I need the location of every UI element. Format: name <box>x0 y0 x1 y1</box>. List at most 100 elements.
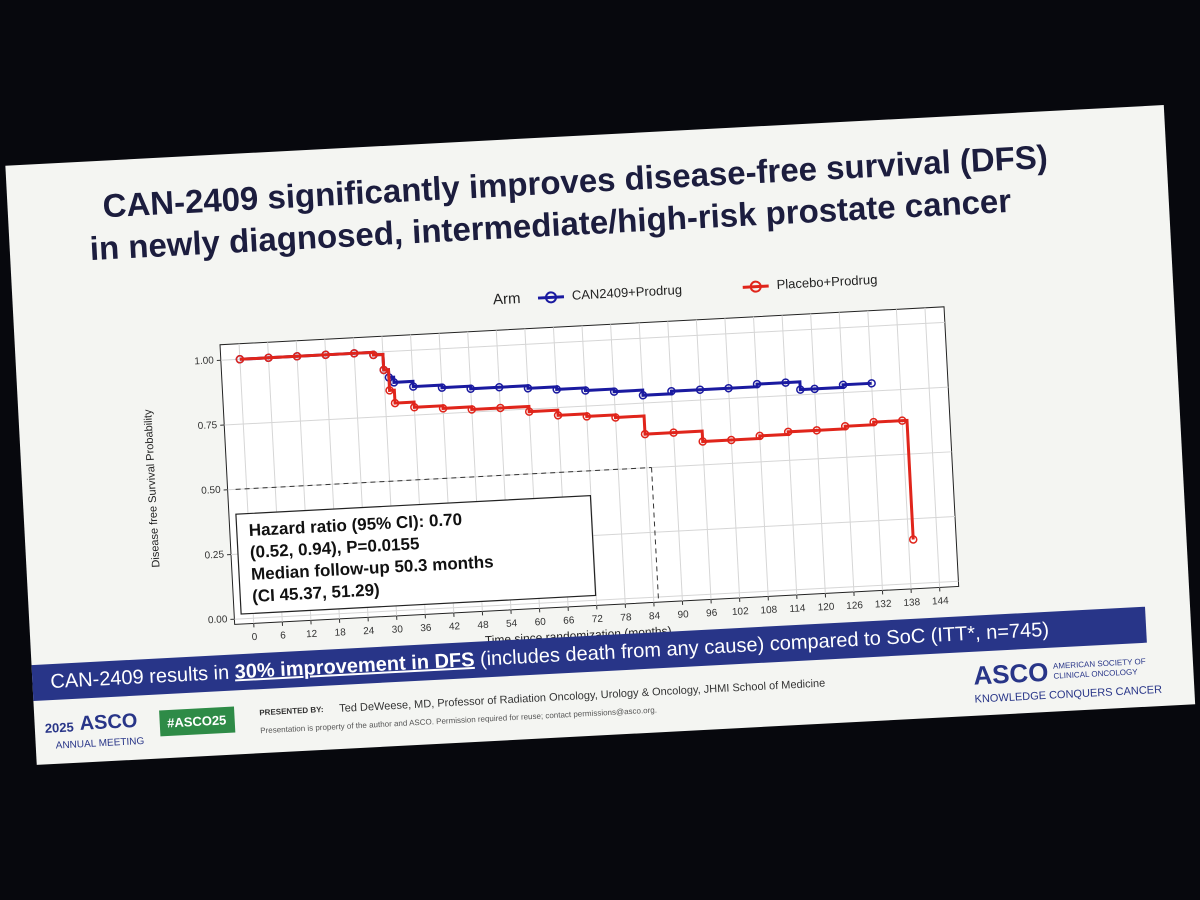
censor-marker <box>292 352 302 361</box>
censor-marker <box>466 384 475 393</box>
y-tick-label: 1.00 <box>194 355 214 367</box>
censor-marker <box>467 405 477 414</box>
censor-marker <box>869 417 878 427</box>
grid-line <box>867 310 883 591</box>
censor-marker <box>724 383 733 393</box>
x-tick-label: 102 <box>732 606 750 618</box>
x-tick-label: 6 <box>280 630 287 641</box>
censor-marker <box>667 386 676 396</box>
censor-marker <box>437 383 447 392</box>
grid-line <box>895 309 912 589</box>
grid-line <box>224 386 949 426</box>
hashtag-badge <box>159 706 236 737</box>
grid-line <box>667 321 683 601</box>
hashtag: #ASCO25 <box>167 712 227 730</box>
x-tick-label: 24 <box>363 626 375 638</box>
grid-line <box>810 313 826 594</box>
censor-marker <box>553 411 563 420</box>
legend-marker <box>544 291 557 304</box>
grid-line <box>724 318 741 598</box>
censor-marker <box>524 407 534 416</box>
censor-marker <box>438 404 448 413</box>
censor-marker <box>695 385 705 394</box>
censor-marker <box>385 386 394 395</box>
censor-marker <box>810 384 819 394</box>
x-tick-label: 84 <box>649 611 661 623</box>
censor-marker <box>669 428 678 437</box>
x-tick-label: 108 <box>760 605 778 617</box>
banner <box>31 606 1147 702</box>
x-tick-label: 42 <box>449 621 461 633</box>
censor-marker <box>796 385 805 394</box>
censor-marker <box>379 365 388 375</box>
y-tick-label: 0.75 <box>198 420 218 432</box>
censor-marker <box>581 386 590 395</box>
grid-line <box>638 322 655 603</box>
x-tick-label: 96 <box>706 608 718 620</box>
x-tick-label: 90 <box>677 609 689 621</box>
median-reference-vertical <box>651 467 660 603</box>
censor-marker <box>523 384 533 393</box>
y-tick-label: 0.50 <box>201 485 221 497</box>
x-tick-label: 12 <box>306 629 318 641</box>
x-tick-label: 120 <box>817 602 835 614</box>
censor-marker <box>496 403 505 413</box>
censor-marker <box>755 431 764 441</box>
x-tick-label: 54 <box>506 618 518 630</box>
censor-marker <box>812 426 822 435</box>
legend-label: CAN2409+Prodrug <box>572 282 683 303</box>
censor-marker <box>410 403 419 412</box>
meeting-org: ASCO <box>79 710 138 735</box>
legend-line <box>537 295 565 300</box>
x-tick-label: 66 <box>563 615 575 627</box>
censor-marker <box>409 382 418 391</box>
censor-marker <box>783 427 793 437</box>
grid-line <box>610 324 626 604</box>
grid-line <box>695 319 712 600</box>
presented-by: PRESENTED BY: <box>259 705 324 717</box>
annotation-box <box>235 494 597 615</box>
legend-title: Arm <box>493 290 521 308</box>
median-reference-horizontal <box>235 467 652 490</box>
censor-marker <box>752 379 762 389</box>
meeting-name: ANNUAL MEETING <box>56 736 145 752</box>
censor-marker <box>867 379 876 388</box>
censor-marker <box>390 398 400 408</box>
grid-line <box>781 315 798 595</box>
censor-marker <box>349 349 359 358</box>
legend-marker <box>749 280 762 293</box>
censor-marker <box>369 350 378 360</box>
censor-marker <box>840 421 850 431</box>
censor-marker <box>838 380 848 390</box>
censor-marker <box>235 355 245 364</box>
survival-curve <box>239 350 915 540</box>
grid-line <box>924 307 941 588</box>
society-name: CLINICAL ONCOLOGY <box>1053 667 1138 680</box>
censor-marker <box>640 429 650 439</box>
x-tick-label: 126 <box>846 600 864 612</box>
censor-marker <box>638 391 648 400</box>
censor-marker <box>781 378 790 387</box>
x-tick-label: 30 <box>392 624 404 636</box>
censor-marker <box>897 416 907 425</box>
meeting-year: 2025 <box>44 719 74 735</box>
censor-marker <box>908 535 918 544</box>
grid-line <box>838 312 855 592</box>
x-tick-label: 114 <box>789 603 806 615</box>
x-tick-label: 138 <box>903 597 921 609</box>
y-tick-label: 0.25 <box>204 549 224 561</box>
censor-marker <box>552 385 561 394</box>
x-tick-label: 132 <box>875 599 893 611</box>
x-tick-label: 48 <box>477 620 489 632</box>
x-tick-label: 18 <box>334 627 346 639</box>
x-tick-label: 72 <box>592 614 604 626</box>
censor-marker <box>321 350 330 360</box>
slide: CAN-2409 significantly improves disease-… <box>5 105 1196 765</box>
y-tick-label: 0.00 <box>208 614 228 626</box>
censor-marker <box>727 435 736 445</box>
grid-line <box>752 316 769 597</box>
logo: ASCO <box>973 657 1050 691</box>
censor-marker <box>611 413 620 422</box>
